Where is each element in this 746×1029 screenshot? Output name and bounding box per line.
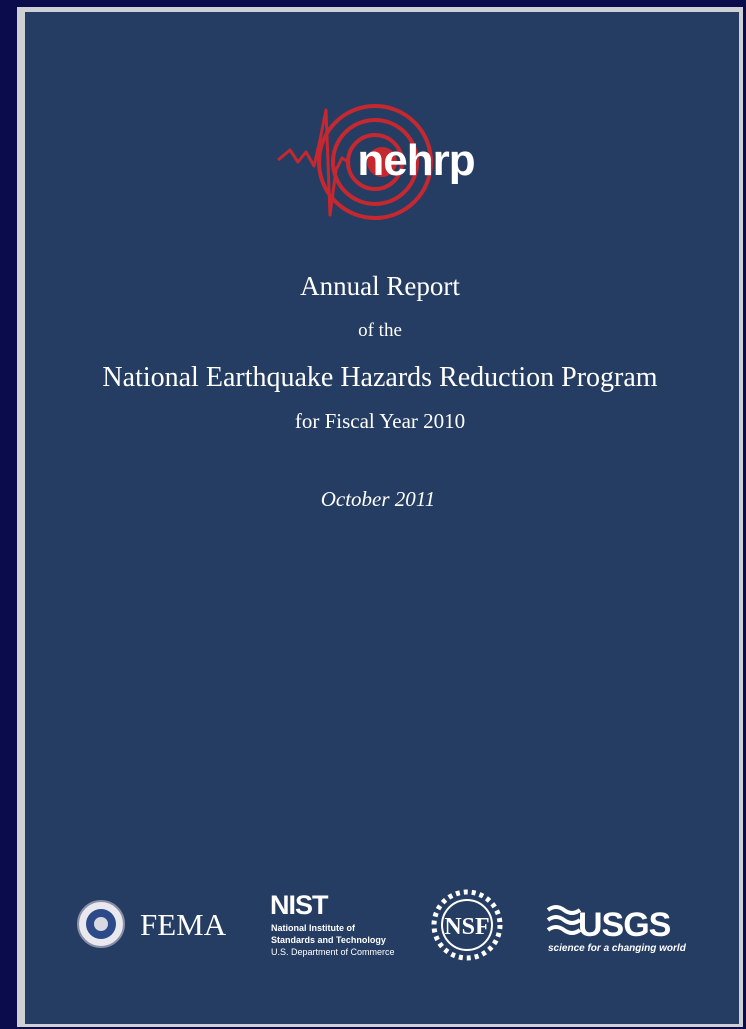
agency-name: FEMA [140, 907, 227, 942]
nist-logo: NIST National Institute of Standards and… [270, 890, 395, 957]
date: October 2011 [321, 487, 436, 511]
cover-panel [25, 12, 739, 1024]
title-line: Annual Report [300, 271, 460, 301]
agency-tagline: science for a changing world [548, 943, 687, 954]
usgs-logo: USGS science for a changing world [546, 905, 687, 954]
nsf-logo: NSF [431, 889, 503, 961]
nehrp-logo: nehrp [277, 104, 476, 220]
fema-logo: FEMA [77, 900, 227, 948]
agency-name: NIST [270, 890, 329, 920]
agency-line: National Institute of [271, 923, 356, 933]
title-line: of the [358, 320, 402, 341]
title-line: for Fiscal Year 2010 [295, 409, 465, 433]
agency-line: Standards and Technology [271, 935, 386, 945]
logo-text: nehrp [357, 136, 474, 185]
title-line: National Earthquake Hazards Reduction Pr… [102, 362, 657, 393]
agency-name: NSF [444, 914, 489, 940]
agency-line: U.S. Department of Commerce [271, 947, 395, 957]
agency-name: USGS [578, 906, 671, 944]
